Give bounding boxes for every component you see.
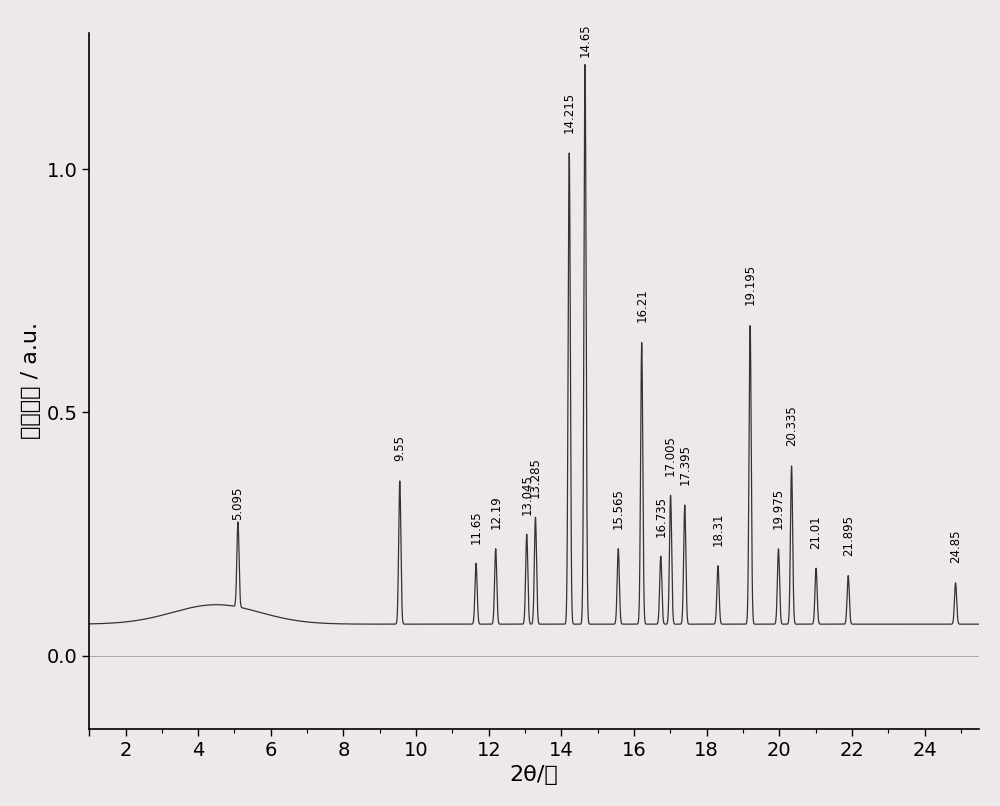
Text: 21.895: 21.895: [842, 515, 855, 556]
Text: 17.005: 17.005: [664, 434, 677, 476]
Text: 20.335: 20.335: [785, 405, 798, 447]
Y-axis label: 相对强度 / a.u.: 相对强度 / a.u.: [21, 322, 41, 439]
Text: 13.045: 13.045: [520, 474, 533, 515]
Text: 11.65: 11.65: [470, 510, 483, 544]
Text: 13.285: 13.285: [529, 457, 542, 497]
Text: 9.55: 9.55: [393, 435, 406, 461]
Text: 19.975: 19.975: [772, 488, 785, 530]
X-axis label: 2θ/度: 2θ/度: [510, 765, 559, 785]
Text: 19.195: 19.195: [744, 264, 757, 305]
Text: 16.735: 16.735: [654, 496, 667, 537]
Text: 24.85: 24.85: [949, 530, 962, 563]
Text: 15.565: 15.565: [612, 488, 625, 530]
Text: 14.215: 14.215: [563, 91, 576, 132]
Text: 17.395: 17.395: [678, 444, 691, 485]
Text: 5.095: 5.095: [231, 486, 244, 520]
Text: 12.19: 12.19: [489, 496, 502, 530]
Text: 14.65: 14.65: [579, 23, 592, 57]
Text: 16.21: 16.21: [635, 289, 648, 322]
Text: 21.01: 21.01: [810, 515, 823, 549]
Text: 18.31: 18.31: [711, 513, 724, 546]
